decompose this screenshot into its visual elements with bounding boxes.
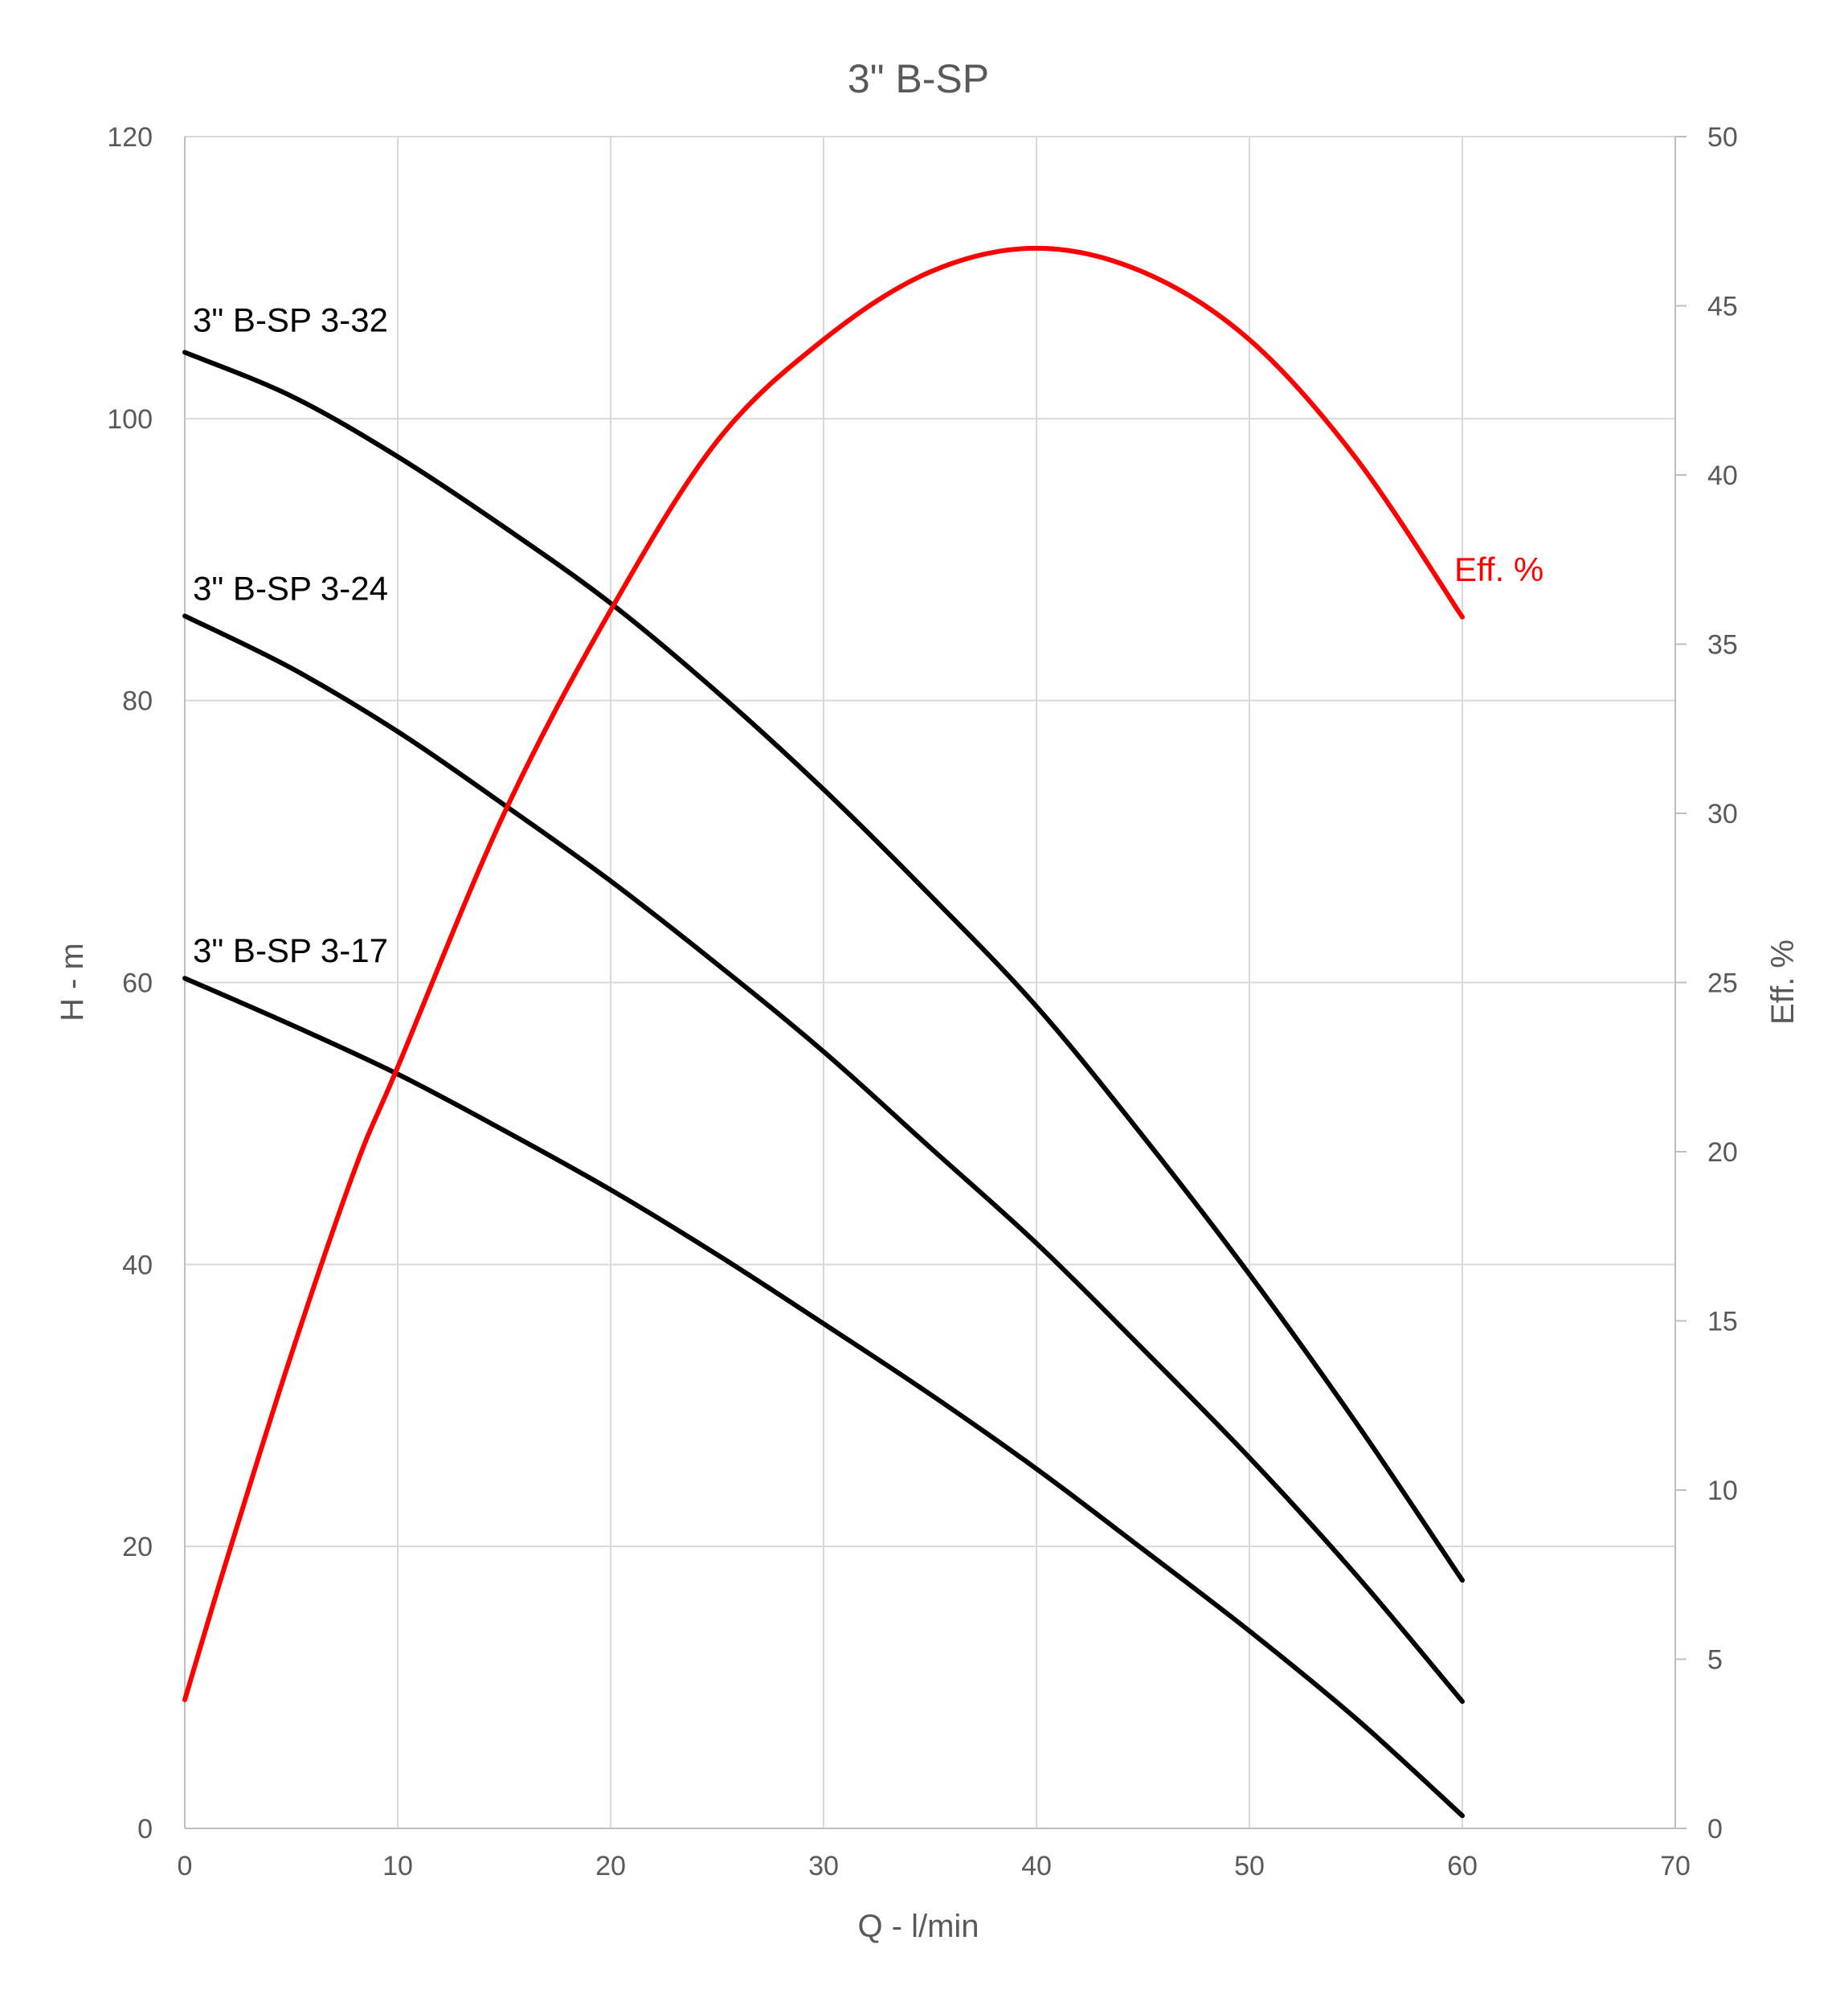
annotations: 3" B-SP 3-32 3" B-SP 3-24 3" B-SP 3-17 Eff.… bbox=[193, 301, 1543, 969]
y2-tick-label: 35 bbox=[1707, 630, 1738, 661]
x-tick-label: 10 bbox=[382, 1851, 413, 1881]
y-tick-label: 40 bbox=[122, 1250, 153, 1280]
x-tick-label: 50 bbox=[1234, 1851, 1265, 1881]
annotation-3-b-sp-3-24: 3" B-SP 3-24 bbox=[193, 569, 388, 607]
y-tick-label: 120 bbox=[107, 122, 153, 153]
series-line-eff bbox=[182, 245, 1465, 1702]
y2-tick-label: 30 bbox=[1707, 799, 1738, 829]
y-tick-label: 60 bbox=[122, 968, 153, 999]
tick-labels: 0 10 20 30 40 50 60 70 0 20 40 60 80 100 120 0 5 10 15 20 25… bbox=[107, 122, 1738, 1881]
y2-tick-label: 20 bbox=[1707, 1137, 1738, 1168]
y2-tick-label: 25 bbox=[1707, 968, 1738, 999]
x-tick-label: 40 bbox=[1021, 1851, 1052, 1881]
y-axis-title: H - m bbox=[55, 943, 90, 1021]
y2-tick-label: 5 bbox=[1707, 1645, 1723, 1676]
annotation-3-b-sp-3-17: 3" B-SP 3-17 bbox=[193, 931, 388, 969]
annotation-3-b-sp-3-32: 3" B-SP 3-32 bbox=[193, 301, 388, 338]
x-tick-label: 0 bbox=[178, 1851, 193, 1881]
series-line-3-b-sp-3-17 bbox=[182, 976, 1465, 1819]
y2-axis-title: Eff. % bbox=[1765, 940, 1801, 1025]
x-tick-label: 60 bbox=[1447, 1851, 1478, 1881]
y-tick-label: 100 bbox=[107, 404, 153, 435]
x-tick-label: 30 bbox=[808, 1851, 839, 1881]
y2-tick-label: 15 bbox=[1707, 1307, 1738, 1337]
y-tick-label: 0 bbox=[137, 1814, 153, 1844]
y2-tick-label: 50 bbox=[1707, 122, 1738, 153]
y-tick-label: 80 bbox=[122, 686, 153, 717]
series-line-3-b-sp-3-32 bbox=[182, 350, 1465, 1583]
y2-tick-label: 45 bbox=[1707, 292, 1738, 322]
series-lines bbox=[182, 245, 1465, 1819]
chart-title: 3" B-SP bbox=[848, 56, 989, 101]
y2-tick-label: 0 bbox=[1707, 1814, 1723, 1844]
grid bbox=[185, 136, 1676, 1828]
y2-tick-label: 40 bbox=[1707, 461, 1738, 491]
x-tick-label: 20 bbox=[595, 1851, 626, 1881]
y-tick-label: 20 bbox=[122, 1532, 153, 1562]
x-tick-label: 70 bbox=[1660, 1851, 1691, 1881]
x-axis-title: Q - l/min bbox=[857, 1909, 979, 1944]
series-line-3-b-sp-3-24 bbox=[182, 613, 1465, 1705]
axes bbox=[184, 136, 1687, 1829]
annotation-eff: Eff. % bbox=[1454, 551, 1543, 588]
y2-tick-label: 10 bbox=[1707, 1476, 1738, 1506]
